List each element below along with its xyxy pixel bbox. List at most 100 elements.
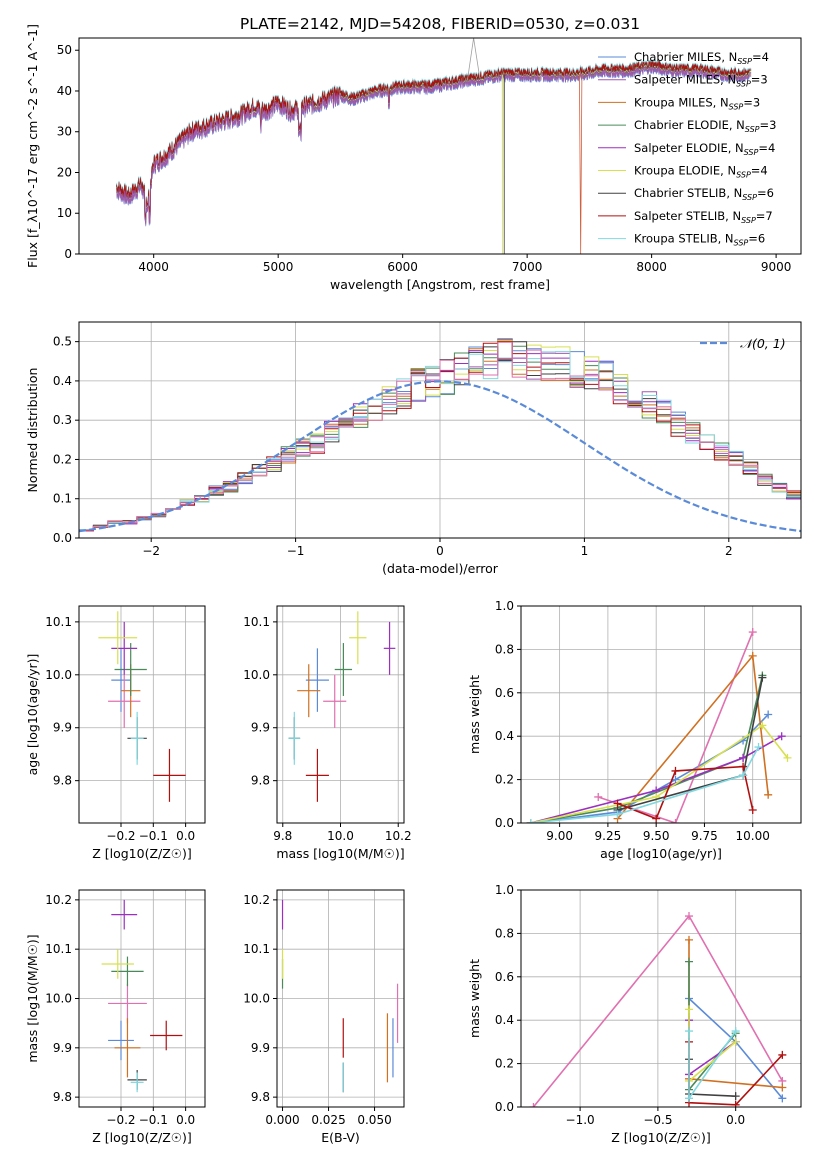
weight-marker <box>764 790 773 799</box>
panel-mass-vs-ebv: 0.000 0.025 0.050 9.8 9.9 10.0 10.1 10.2 E(B-V) <box>243 889 405 1145</box>
x-tick-label: −0.1 <box>139 829 168 843</box>
legend-label: Kroupa STELIB, NSSP=6 <box>634 232 765 248</box>
x-tick-label: 9.8 <box>273 829 292 843</box>
legend-label: Kroupa ELODIE, NSSP=4 <box>634 164 768 180</box>
y-tick-label: 0.2 <box>53 452 72 466</box>
y-tick-label: 9.8 <box>251 1090 270 1104</box>
x-axis-label: (data-model)/error <box>382 561 499 576</box>
axes-frame <box>78 37 802 255</box>
y-tick-label: 0.0 <box>495 1100 514 1114</box>
weight-marker <box>748 805 757 814</box>
weight-marker <box>652 814 661 823</box>
x-tick-label: 9000 <box>761 260 792 274</box>
weight-marker <box>739 771 748 780</box>
y-tick-label: 0.6 <box>495 686 514 700</box>
y-tick-label: 10 <box>57 206 72 220</box>
x-tick-label: 0.0 <box>726 1113 745 1127</box>
y-tick-label: 10.0 <box>45 992 72 1006</box>
x-axis-label: Z [log10(Z/Z☉)] <box>611 1130 711 1145</box>
x-axis-label: E(B-V) <box>321 1130 360 1145</box>
legend-label: Salpeter STELIB, NSSP=7 <box>634 209 773 225</box>
y-tick-label: 10.0 <box>243 668 270 682</box>
weight-marker <box>685 1005 693 1014</box>
weight-marker <box>758 721 767 730</box>
spectrum-line <box>116 66 752 226</box>
legend-label: Kroupa MILES, NSSP=3 <box>634 95 760 111</box>
panel-residuals: −2 −1 0 1 2 0.0 0.1 0.2 0.3 0.4 0.5 (data-model)/er… <box>25 321 802 576</box>
y-axis-label: Flux [f_λ10^-17 erg cm^-2 s^-1 A^-1] <box>25 24 40 268</box>
x-axis-label: mass [log10(M/M☉)] <box>276 846 404 861</box>
x-tick-label: 9.50 <box>643 829 670 843</box>
y-tick-label: 9.9 <box>251 721 270 735</box>
axes-frame <box>78 605 206 824</box>
x-tick-label: 0.025 <box>311 1113 345 1127</box>
x-tick-label: 8000 <box>636 260 667 274</box>
figure-title: PLATE=2142, MJD=54208, FIBERID=0530, z=0… <box>240 15 640 33</box>
y-axis-label: mass weight <box>467 959 482 1038</box>
x-tick-label: −0.2 <box>106 829 135 843</box>
weight-marker <box>529 1103 538 1107</box>
weight-line <box>530 746 760 823</box>
y-tick-label: 0.6 <box>495 970 514 984</box>
y-axis-label: age [log10(age/yr)] <box>25 654 40 776</box>
plot-area-spectrum <box>115 38 752 254</box>
plot-area-weight-vs-age <box>526 628 792 823</box>
legend-label: 𝒩(0, 1) <box>740 336 786 351</box>
x-tick-label: 0 <box>436 544 444 558</box>
panel-age-vs-mass: 9.8 10.0 10.2 9.8 9.9 10.0 10.1 mass [log10(M/M… <box>243 605 412 861</box>
axes-frame <box>520 889 802 1108</box>
plot-area-residuals <box>79 338 801 538</box>
plot-area-mass-vs-ebv <box>281 899 399 1093</box>
weight-marker <box>754 743 763 752</box>
x-tick-label: −2 <box>142 544 160 558</box>
x-tick-label: 7000 <box>512 260 543 274</box>
y-tick-label: 10.2 <box>45 893 72 907</box>
weight-marker <box>748 628 757 637</box>
histogram-series <box>79 341 801 538</box>
y-tick-label: 20 <box>57 165 72 179</box>
panel-weight-vs-Z: −1.0 −0.5 0.0 0.0 0.2 0.4 0.6 0.8 1.0 Z [log10(Z/… <box>467 883 802 1145</box>
y-tick-label: 40 <box>57 84 72 98</box>
y-tick-label: 9.8 <box>251 774 270 788</box>
weight-marker <box>685 935 693 944</box>
spectrum-line <box>116 60 752 220</box>
y-tick-label: 0.3 <box>53 413 72 427</box>
weight-marker <box>685 1027 693 1036</box>
y-axis-label: mass [log10(M/M☉)] <box>25 934 40 1062</box>
weight-marker <box>778 1083 787 1092</box>
y-tick-label: 10.1 <box>45 942 72 956</box>
x-tick-label: 2 <box>725 544 733 558</box>
x-axis-label: Z [log10(Z/Z☉)] <box>92 1130 192 1145</box>
weight-marker <box>783 753 792 762</box>
histogram-series <box>79 351 801 538</box>
y-tick-label: 0.4 <box>495 1013 514 1027</box>
y-tick-label: 9.8 <box>53 774 72 788</box>
y-tick-label: 0.0 <box>53 531 72 545</box>
panel-mass-vs-Z: −0.2 −0.1 0.0 9.8 9.9 10.0 10.1 10.2 Z [log10(Z/… <box>25 889 206 1145</box>
y-axis-label: mass weight <box>467 675 482 754</box>
x-tick-label: 9.25 <box>595 829 622 843</box>
legend-label: Salpeter MILES, NSSP=3 <box>634 73 768 89</box>
x-axis-label: Z [log10(Z/Z☉)] <box>92 846 192 861</box>
y-tick-label: 9.9 <box>251 1041 270 1055</box>
y-tick-label: 0 <box>64 247 72 261</box>
y-tick-label: 10.1 <box>243 615 270 629</box>
normal-curve <box>79 380 801 533</box>
y-axis-label: Normed distribution <box>25 368 40 493</box>
y-tick-label: 10.0 <box>45 668 72 682</box>
y-tick-label: 0.4 <box>495 729 514 743</box>
legend-label: Salpeter ELODIE, NSSP=4 <box>634 141 775 157</box>
y-tick-label: 10.2 <box>243 893 270 907</box>
panel-spectrum: 4000 5000 6000 7000 8000 9000 0 10 20 30 40 50 wavel… <box>25 24 802 292</box>
x-tick-label: 0.0 <box>176 829 195 843</box>
weight-marker <box>778 1050 787 1059</box>
x-tick-label: −0.1 <box>139 1113 168 1127</box>
weight-marker <box>748 651 757 660</box>
legend-label: Chabrier ELODIE, NSSP=3 <box>634 118 776 134</box>
weight-marker <box>594 792 603 801</box>
weight-marker <box>777 732 786 741</box>
y-tick-label: 1.0 <box>495 883 514 897</box>
y-tick-label: 9.9 <box>53 721 72 735</box>
weight-marker <box>613 810 622 819</box>
